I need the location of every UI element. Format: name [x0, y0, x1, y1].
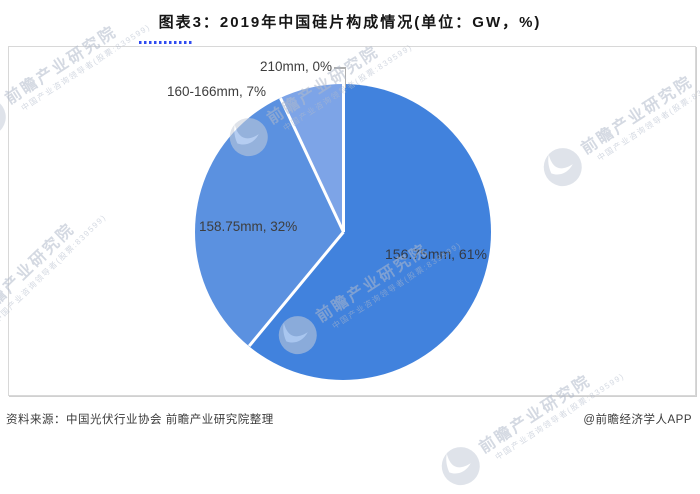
- leader-line-horizontal: [334, 67, 346, 69]
- page-title: 图表3：2019年中国硅片构成情况(单位：GW，%): [158, 14, 542, 31]
- pie-slice-separator: [278, 97, 345, 233]
- app-credit: @前瞻经济学人APP: [583, 414, 692, 426]
- pie-slice-separator: [341, 84, 345, 232]
- slice-label-210mm: 210mm, 0%: [259, 59, 332, 74]
- slice-label-156-75mm: 156.75mm, 61%: [385, 246, 487, 262]
- slice-label-158-75mm: 158.75mm, 32%: [199, 219, 298, 234]
- slice-label-160-166mm: 160-166mm, 7%: [167, 84, 267, 99]
- page-root: { "title": "图表3：2019年中国硅片构成情况(单位：GW，%)",…: [0, 14, 700, 486]
- pie-slice-separator: [247, 231, 345, 347]
- source-note: 资料来源：中国光伏行业协会 前瞻产业研究院整理: [6, 414, 274, 426]
- pie-separators: [195, 84, 491, 380]
- leader-line-vertical: [344, 67, 347, 88]
- watermark-logo-icon: [441, 447, 480, 486]
- title-underline-squiggle: [139, 41, 194, 44]
